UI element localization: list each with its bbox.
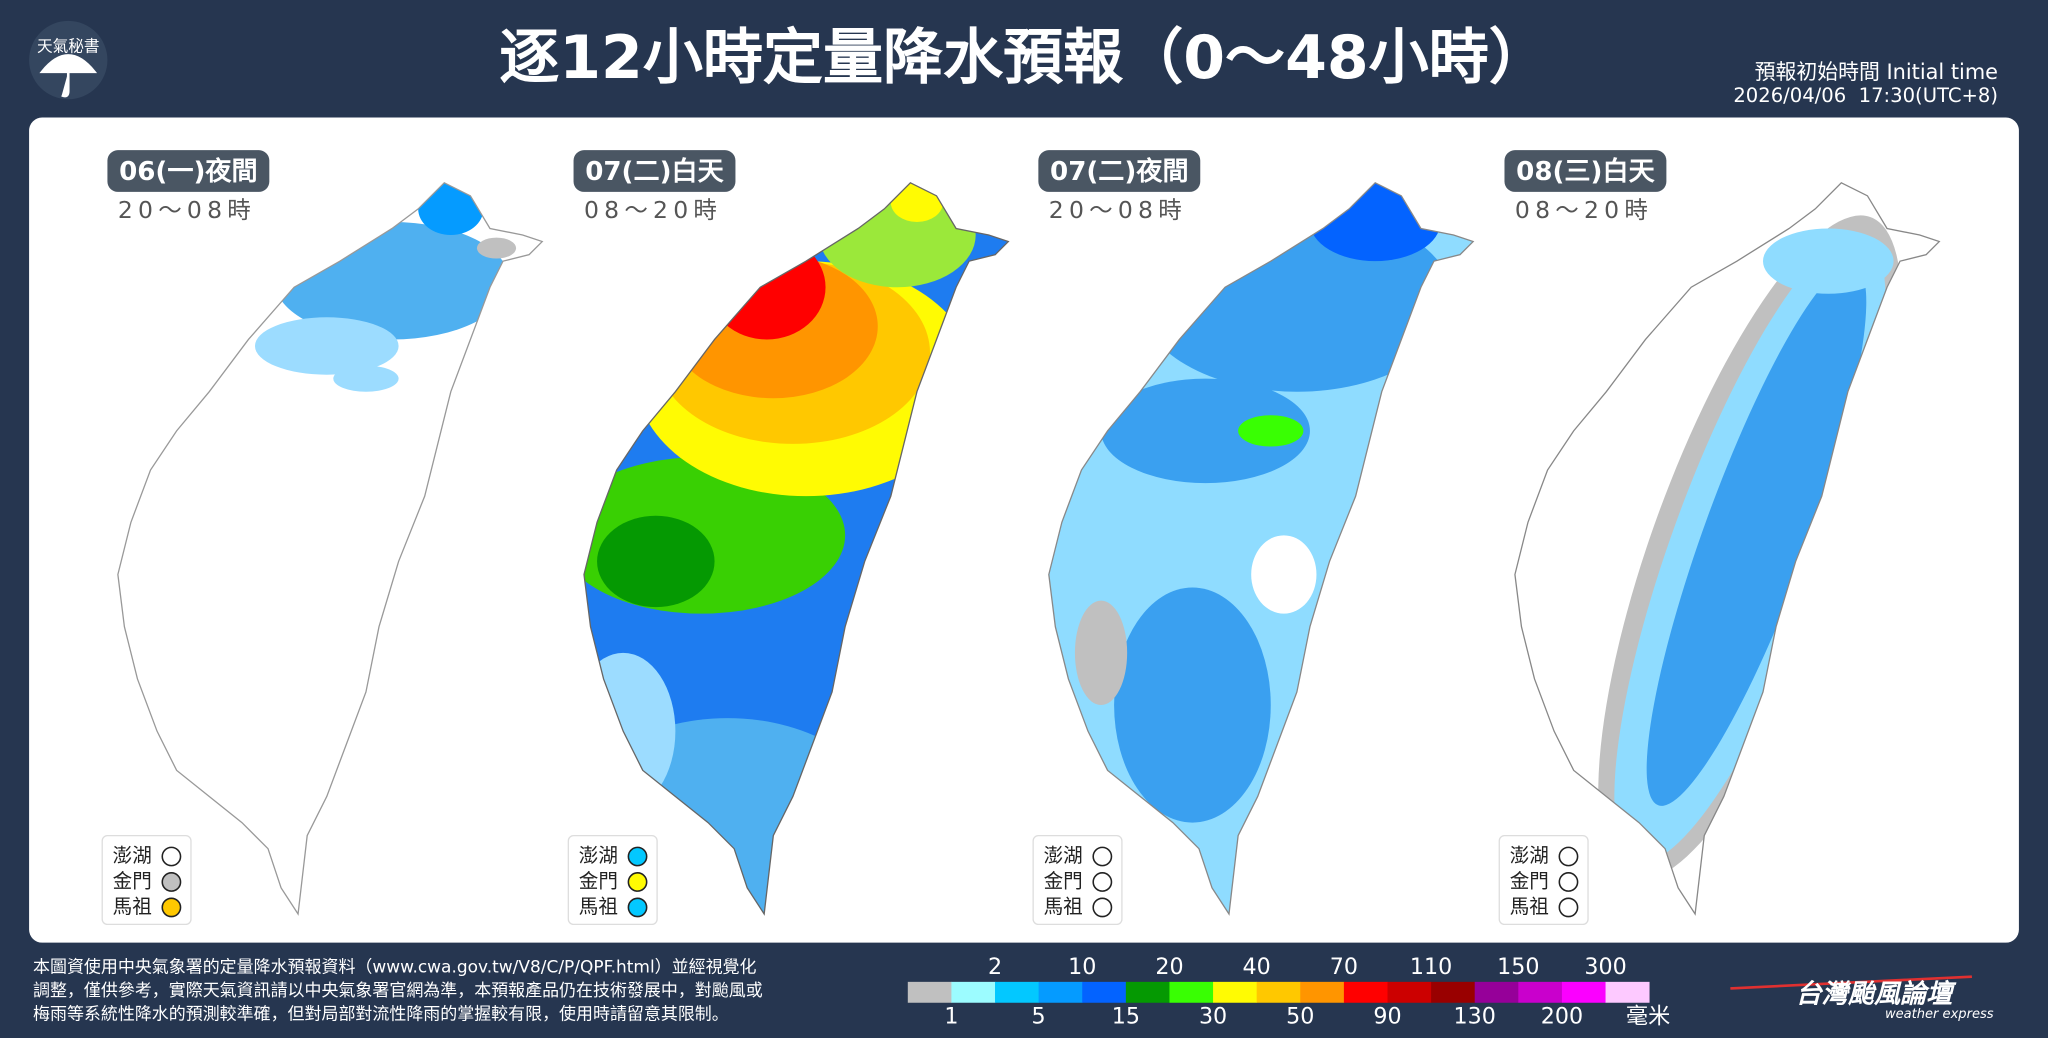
legend-swatch [1387,981,1432,1003]
brand-sub: weather express [1885,1007,1994,1022]
legend-level: 10 [1068,954,1096,980]
umbrella-icon [39,54,98,98]
day-label: 07(二)白天 [585,156,724,187]
hours-label: 20～08時 [1049,196,1187,224]
legend-level: 50 [1286,1004,1314,1030]
island-indicator [1092,846,1113,867]
day-badge [1504,150,1667,192]
island-name: 馬祖 [579,895,618,918]
island-name: 金門 [1044,869,1083,892]
legend-swatch [995,981,1040,1003]
island-name: 澎湖 [113,844,152,867]
island-name: 金門 [113,869,152,892]
legend-swatch [1169,981,1214,1003]
legend-swatch [1343,981,1388,1003]
island-indicator [1092,897,1113,918]
legend-level: 150 [1497,954,1539,980]
initial-time: 2026/04/06 17:30(UTC+8) [1733,84,1998,107]
footnote: 調整，僅供參考，實際天氣資訊請以中央氣象署官網為準，本預報產品仍在技術發展中，對… [33,981,763,1001]
brand-stroke [1730,975,1972,990]
initial-time-label: 預報初始時間 Initial time [1755,60,1998,84]
island-indicator [161,872,182,892]
day-badge [573,150,736,192]
footnote: 本圖資使用中央氣象署的定量降水預報資料（www.cwa.gov.tw/V8/C/… [33,956,757,977]
island-name: 馬祖 [1510,895,1549,918]
legend-unit: 毫米 [1626,1004,1670,1030]
footnote: 梅雨等系統性降水的預測較準確，但對局部對流性降雨的掌握較有限，使用時請留意其限制… [33,1003,729,1024]
brand: 台灣颱風論壇 [1796,979,1958,1009]
legend-level: 200 [1541,1004,1583,1030]
island-name: 馬祖 [113,895,152,918]
legend-swatch [951,981,996,1003]
island-indicator [627,872,648,892]
day-label: 07(二)夜間 [1050,156,1189,187]
island-name: 澎湖 [1510,844,1549,867]
legend-level: 5 [1032,1004,1046,1030]
island-indicator [161,846,182,867]
legend-level: 20 [1155,954,1183,980]
island-name: 馬祖 [1044,895,1083,918]
map-area [29,117,2019,943]
island-indicator [1558,846,1579,867]
legend-level: 30 [1199,1004,1227,1030]
legend-level: 90 [1373,1004,1401,1030]
logo-text: 天氣秘書 [37,37,100,56]
island-name: 澎湖 [579,844,618,867]
island-indicator [1092,872,1113,892]
island-indicator [1558,872,1579,892]
legend-swatch [1125,981,1170,1003]
legend-swatch [1431,981,1476,1003]
day-badge [1038,150,1201,192]
island-indicator [1558,897,1579,918]
legend-swatch [1518,981,1563,1003]
legend-swatch [1256,981,1301,1003]
legend-swatch [1474,981,1519,1003]
legend-swatch [1300,981,1345,1003]
title: 逐12小時定量降水預報（0～48小時） [499,23,1549,93]
legend-level: 1 [944,1004,958,1030]
island-name: 金門 [1510,869,1549,892]
legend-level: 2 [988,954,1002,980]
legend-swatch [1213,981,1258,1003]
island-indicator [161,897,182,918]
day-badge [107,150,270,192]
rain-field [1598,215,1902,882]
legend-swatch [1605,981,1650,1003]
legend-level: 70 [1330,954,1358,980]
legend-level: 130 [1454,1004,1496,1030]
island-indicator [627,897,648,918]
island-indicator [627,846,648,867]
island-name: 澎湖 [1044,844,1083,867]
footer: 本圖資使用中央氣象署的定量降水預報資料（www.cwa.gov.tw/V8/C/… [33,956,763,1024]
legend-swatch [1561,981,1606,1003]
legend-level: 300 [1584,954,1626,980]
day-label: 08(三)白天 [1516,156,1655,187]
hours-label: 20～08時 [118,196,256,224]
legend-level: 110 [1410,954,1452,980]
legend-level: 40 [1243,954,1271,980]
hours-label: 08～20時 [584,196,722,224]
hours-label: 08～20時 [1515,196,1653,224]
legend-level: 15 [1112,1004,1140,1030]
day-label: 06(一)夜間 [119,156,258,187]
island-name: 金門 [579,869,618,892]
legend-swatch [907,981,952,1003]
legend-swatch [1038,981,1083,1003]
legend-swatch [1082,981,1127,1003]
